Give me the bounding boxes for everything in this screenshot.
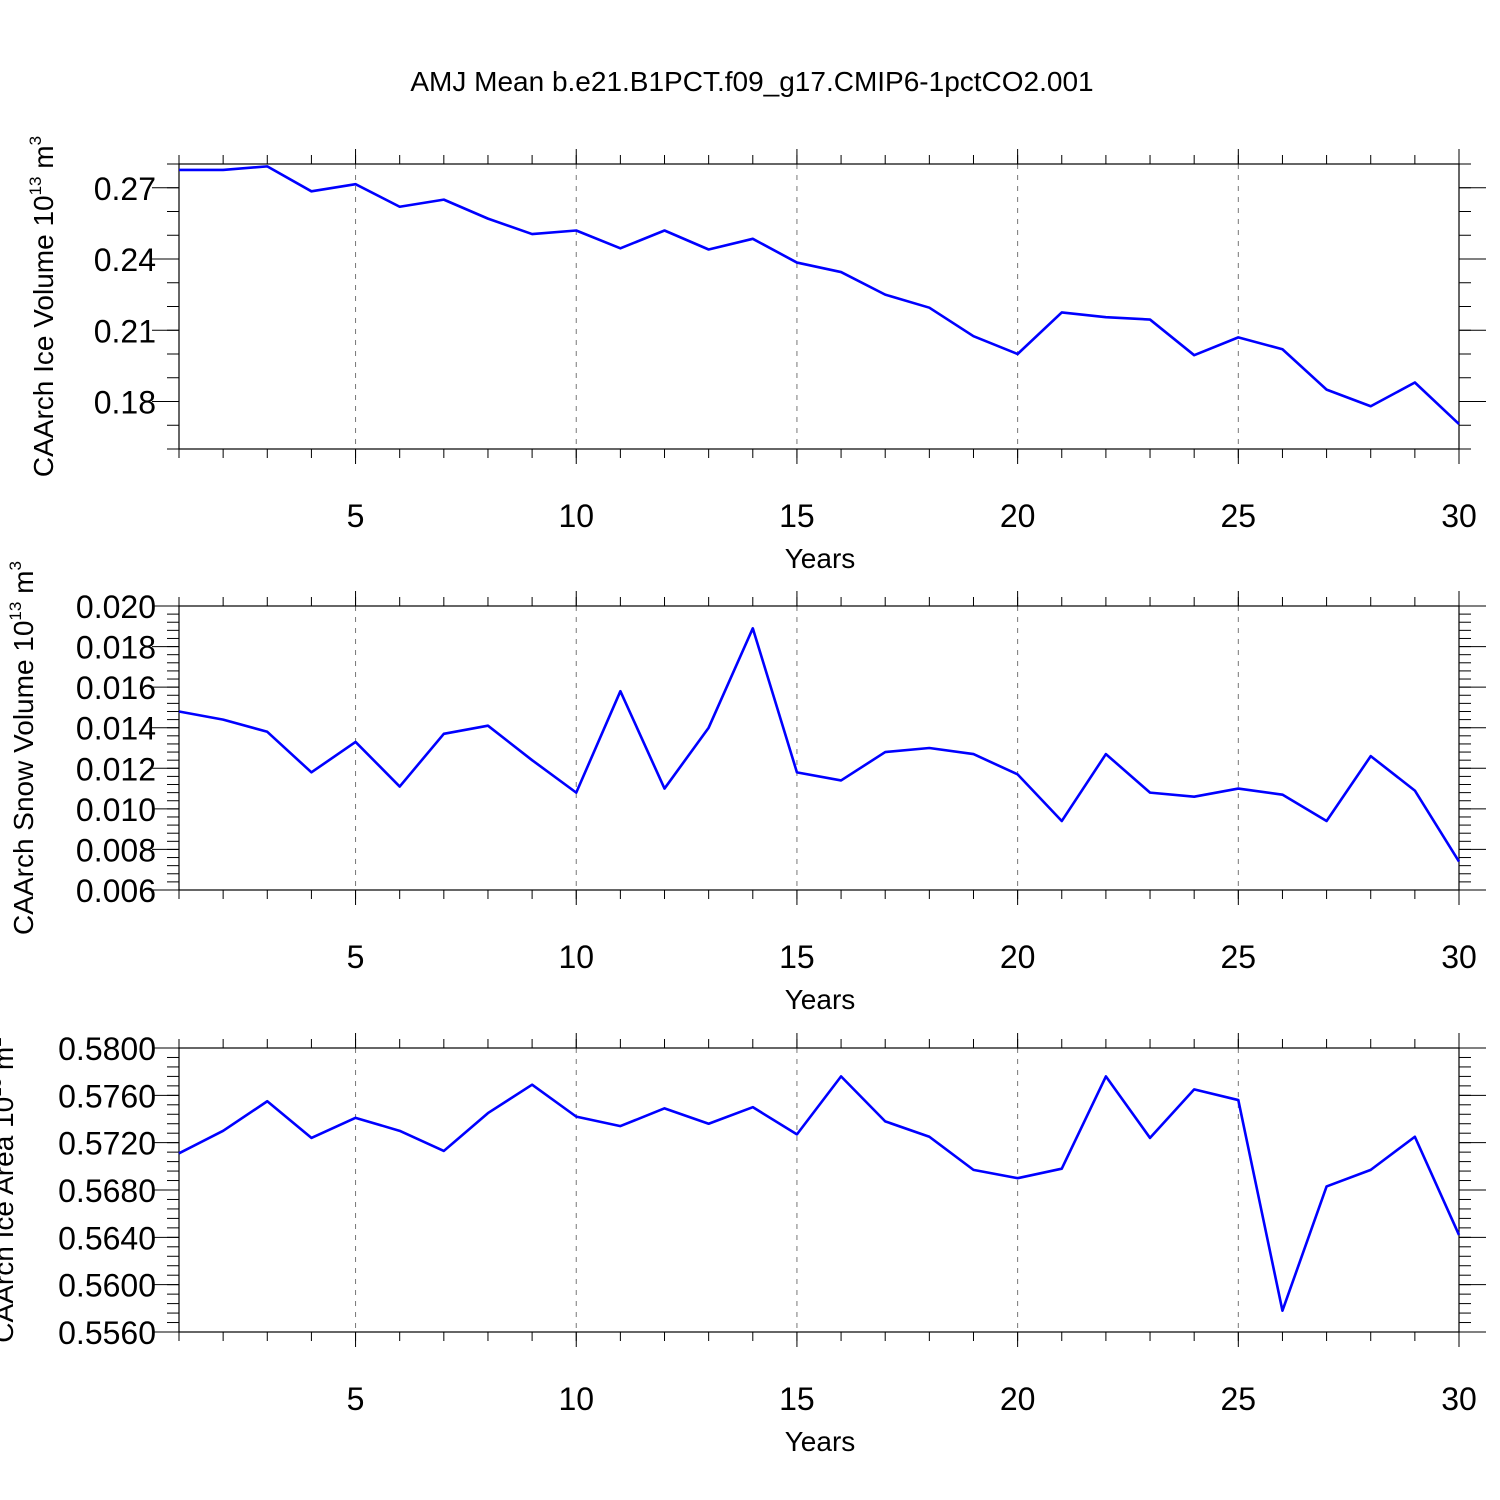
x-tick-label: 15 bbox=[779, 939, 815, 975]
y-tick-label: 0.016 bbox=[76, 670, 156, 706]
y-axis-label-exponent: 13 bbox=[26, 176, 45, 195]
y-tick-label: 0.5800 bbox=[58, 1031, 156, 1067]
x-tick-label: 30 bbox=[1441, 498, 1477, 534]
y-axis-label-text: CAArch Ice Volume 10 bbox=[28, 195, 59, 477]
x-tick-label: 5 bbox=[347, 1381, 365, 1417]
plot-frame bbox=[178, 605, 1460, 891]
y-tick-label: 0.006 bbox=[76, 873, 156, 909]
x-tick-label: 25 bbox=[1221, 939, 1257, 975]
y-axis-label-text: CAArch Snow Volume 10 bbox=[8, 621, 39, 935]
y-tick-label: 0.5720 bbox=[58, 1126, 156, 1162]
panel-3: 5 10 15 20 25 30 Years 0.5560 0.5600 0.5640 0.5680… bbox=[0, 1031, 1486, 1457]
series-line bbox=[179, 165, 1460, 426]
y-axis-label-text: CAArch Ice Area 10 bbox=[0, 1097, 19, 1343]
x-axis-label: Years bbox=[785, 1426, 856, 1457]
y-tick-label: 0.020 bbox=[76, 589, 156, 625]
y-tick-label: 0.010 bbox=[76, 792, 156, 828]
y-tick-label: 0.5640 bbox=[58, 1220, 156, 1256]
y-tick-label: 0.5600 bbox=[58, 1268, 156, 1304]
y-tick-label: 0.5760 bbox=[58, 1078, 156, 1114]
y-tick-label: 0.008 bbox=[76, 832, 156, 868]
x-axis-label: Years bbox=[785, 984, 856, 1015]
x-tick-label: 20 bbox=[1000, 498, 1036, 534]
panel-2: 5 10 15 20 25 30 Years 0.006 0.008 0.010 0.012 0.01… bbox=[6, 561, 1486, 1015]
x-tick-label: 10 bbox=[558, 939, 594, 975]
x-tick-label: 5 bbox=[347, 498, 365, 534]
x-tick-label: 25 bbox=[1221, 498, 1257, 534]
chart-title: AMJ Mean b.e21.B1PCT.f09_g17.CMIP6-1pctC… bbox=[410, 66, 1093, 97]
x-tick-label: 5 bbox=[347, 939, 365, 975]
y-axis-label: CAArch Ice Volume 1013 m3 bbox=[26, 136, 59, 477]
y-axis-label: CAArch Snow Volume 1013 m3 bbox=[6, 561, 39, 935]
y-tick-label: 0.21 bbox=[94, 313, 156, 349]
series-line bbox=[178, 627, 1461, 863]
y-axis-label-exponent: 13 bbox=[6, 602, 25, 621]
y-tick-label: 0.24 bbox=[94, 242, 156, 278]
y-axis-label-unit-exponent: 2 bbox=[0, 1037, 5, 1046]
x-tick-label: 15 bbox=[779, 498, 815, 534]
y-axis-label-unit-exponent: 3 bbox=[26, 136, 45, 145]
y-tick-label: 0.018 bbox=[76, 630, 156, 666]
x-tick-label: 20 bbox=[1000, 1381, 1036, 1417]
y-axis-label: CAArch Ice Area 1013 m2 bbox=[0, 1037, 19, 1342]
y-tick-label: 0.012 bbox=[76, 751, 156, 787]
y-tick-label: 0.5680 bbox=[58, 1173, 156, 1209]
y-axis-label-exponent: 13 bbox=[0, 1078, 5, 1097]
y-axis-label-unit: m bbox=[8, 571, 39, 602]
series-line bbox=[178, 1075, 1461, 1312]
x-tick-label: 30 bbox=[1441, 939, 1477, 975]
x-tick-label: 25 bbox=[1221, 1381, 1257, 1417]
y-tick-label: 0.18 bbox=[94, 385, 156, 421]
x-tick-label: 20 bbox=[1000, 939, 1036, 975]
y-axis-label-unit: m bbox=[28, 145, 59, 176]
x-tick-label: 10 bbox=[558, 1381, 594, 1417]
x-tick-label: 15 bbox=[779, 1381, 815, 1417]
y-tick-label: 0.014 bbox=[76, 711, 156, 747]
panel-1: 5 10 15 20 25 30 Years 0.18 0.21 0.24 0.27 CAArch I… bbox=[26, 136, 1486, 574]
y-axis-label-unit-exponent: 3 bbox=[6, 561, 25, 570]
y-tick-label: 0.27 bbox=[94, 171, 156, 207]
x-tick-label: 10 bbox=[558, 498, 594, 534]
x-tick-label: 30 bbox=[1441, 1381, 1477, 1417]
y-axis-label-unit: m bbox=[0, 1047, 19, 1078]
y-tick-label: 0.5560 bbox=[58, 1315, 156, 1351]
x-axis-label: Years bbox=[785, 543, 856, 574]
